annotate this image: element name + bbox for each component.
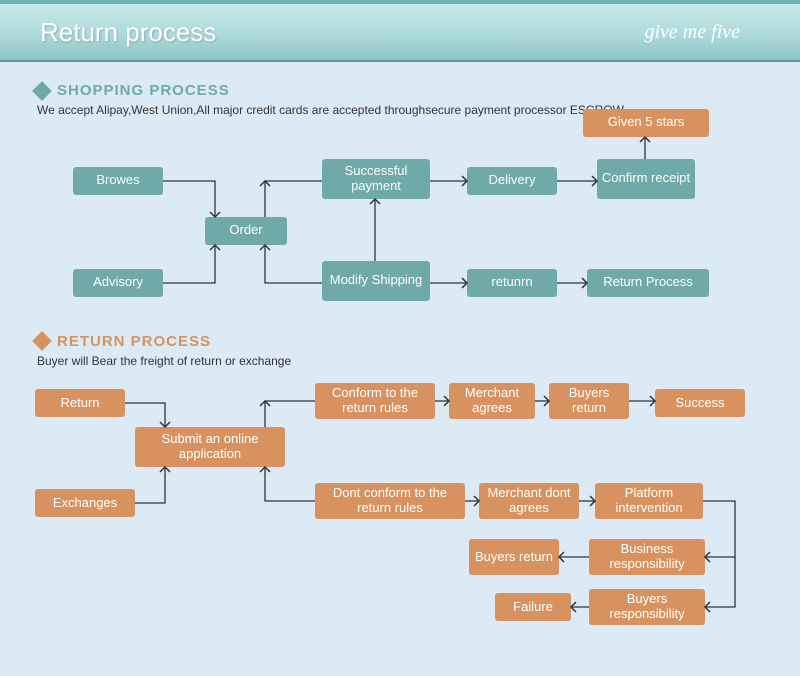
node-bret2: Buyers return [469, 539, 559, 575]
node-order: Order [205, 217, 287, 245]
return-flowchart: Return Submit an online application Confor… [35, 379, 765, 639]
node-successO: Success [655, 389, 745, 417]
diamond-icon [32, 81, 52, 101]
node-delivery: Delivery [467, 167, 557, 195]
node-confirm: Confirm receipt [597, 159, 695, 199]
node-advisory: Advisory [73, 269, 163, 297]
shopping-flowchart: Browes Order Successful payment Delivery Con… [35, 129, 765, 319]
node-conform: Conform to the return rules [315, 383, 435, 419]
node-bizresp: Business responsibility [589, 539, 705, 575]
node-magree: Merchant agrees [449, 383, 535, 419]
node-modify: Modify Shipping [322, 261, 430, 301]
node-submit: Submit an online application [135, 427, 285, 467]
node-platform: Platform intervention [595, 483, 703, 519]
node-bret1: Buyers return [549, 383, 629, 419]
node-retunrn: retunrn [467, 269, 557, 297]
diamond-icon [32, 331, 52, 351]
content: SHOPPING PROCESS We accept Alipay,West U… [0, 62, 800, 676]
banner-subtitle: give me five [645, 21, 741, 44]
section2-desc: Buyer will Bear the freight of return or… [37, 354, 765, 370]
node-fail: Failure [495, 593, 571, 621]
node-rprocess: Return Process [587, 269, 709, 297]
node-buyresp: Buyers responsibility [589, 589, 705, 625]
section2-head: RETURN PROCESS [35, 333, 765, 350]
section1-title: SHOPPING PROCESS [57, 82, 230, 99]
banner: Return process give me five [0, 0, 800, 62]
node-success: Successful payment [322, 159, 430, 199]
section1-head: SHOPPING PROCESS [35, 82, 765, 99]
node-nconform: Dont conform to the return rules [315, 483, 465, 519]
banner-title: Return process [40, 17, 216, 48]
node-return: Return [35, 389, 125, 417]
node-stars: Given 5 stars [583, 109, 709, 137]
node-mdont: Merchant dont agrees [479, 483, 579, 519]
node-browes: Browes [73, 167, 163, 195]
section2-title: RETURN PROCESS [57, 333, 211, 350]
node-exch: Exchanges [35, 489, 135, 517]
